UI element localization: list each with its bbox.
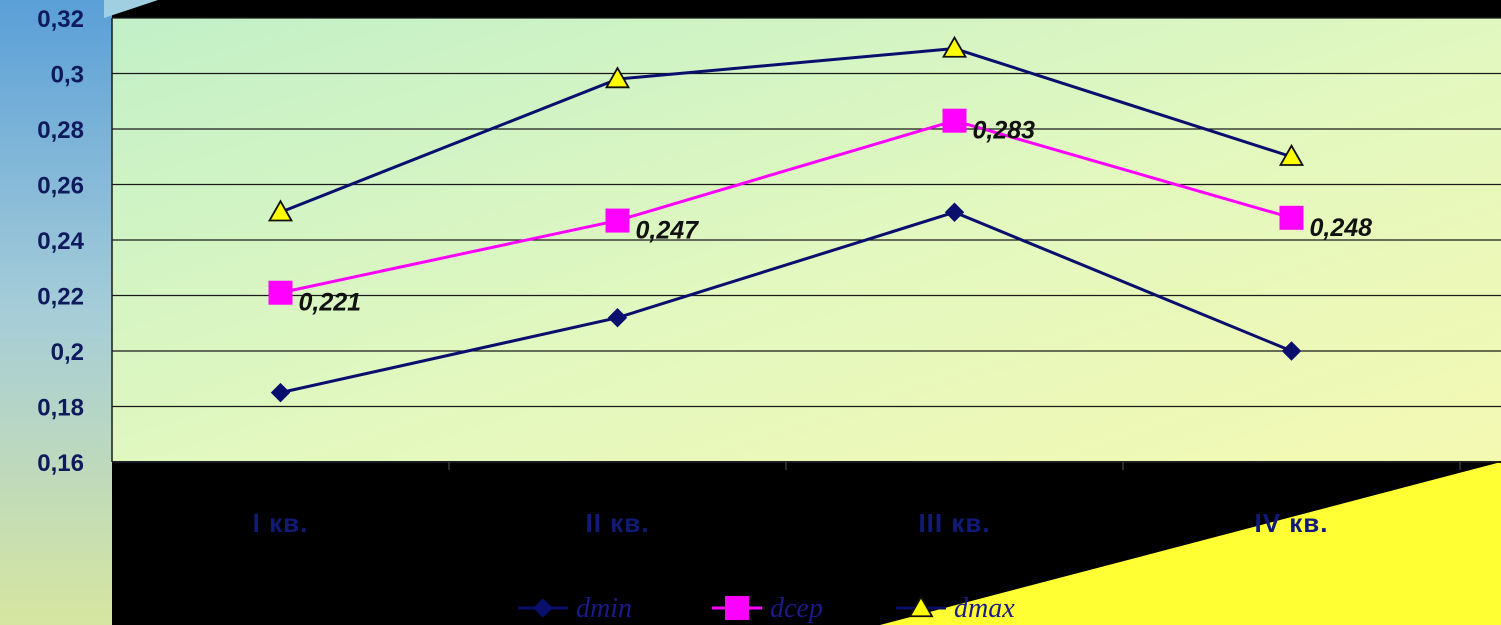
point-dmin: [944, 202, 965, 222]
data-label-dcep: 0,247: [636, 217, 700, 245]
y-tick-label: 0,3: [51, 62, 84, 89]
point-dmin: [607, 307, 628, 328]
x-axis-tick-marks: [448, 462, 1461, 470]
legend-marker-dcep: [725, 596, 749, 620]
y-axis-tick-labels: 0,16 0,18 0,2 0,22 0,24 0,26 0,28 0,3 0,32: [37, 6, 84, 477]
series-line-dmax: [279, 47, 1292, 214]
legend-marker-dmax: [908, 595, 934, 618]
gridlines: [111, 17, 1501, 463]
y-tick-label: 0,16: [37, 450, 84, 477]
data-label-dcep: 0,221: [299, 289, 362, 317]
point-dmax: [1278, 143, 1305, 166]
y-tick-label: 0,32: [37, 6, 84, 33]
point-dmin: [270, 382, 291, 403]
point-dmax: [267, 199, 294, 222]
data-label-dcep: 0,248: [1310, 214, 1373, 242]
x-axis-tick-labels: I кв. II кв. III кв. IV кв.: [253, 508, 1328, 538]
legend-label-dmax: dmax: [954, 593, 1015, 624]
y-tick-label: 0,18: [37, 395, 84, 422]
point-dmin: [1281, 341, 1302, 361]
data-label-dcep: 0,283: [973, 117, 1036, 145]
data-labels: 0,221 0,247 0,283 0,248: [299, 117, 1373, 317]
legend-marker-dmin: [533, 598, 553, 618]
legend: dmin dcep dmax: [518, 593, 1015, 624]
point-dmax: [604, 66, 631, 89]
x-tick-label: IV кв.: [1254, 508, 1328, 538]
y-tick-label: 0,22: [37, 284, 84, 311]
x-tick-label: III кв.: [918, 508, 990, 538]
y-tick-label: 0,28: [37, 117, 84, 144]
legend-label-dcep: dcep: [770, 593, 823, 624]
x-tick-label: I кв.: [253, 508, 309, 538]
point-dcep: [605, 208, 630, 233]
series-line-dmin: [280, 210, 1293, 395]
y-tick-label: 0,26: [37, 173, 84, 200]
point-dcep: [1279, 205, 1304, 230]
y-tick-label: 0,2: [51, 339, 84, 366]
bottom-right-wedge: [880, 462, 1501, 625]
legend-label-dmin: dmin: [576, 593, 632, 624]
y-tick-label: 0,24: [37, 228, 84, 255]
point-dcep: [268, 280, 293, 305]
point-dcep: [942, 108, 967, 133]
series-group: [267, 35, 1305, 403]
top-wedge: [104, 0, 158, 18]
x-tick-label: II кв.: [586, 508, 650, 538]
series-line-dcep: [280, 119, 1292, 295]
point-dmax: [941, 35, 968, 58]
left-strip: [0, 0, 112, 625]
